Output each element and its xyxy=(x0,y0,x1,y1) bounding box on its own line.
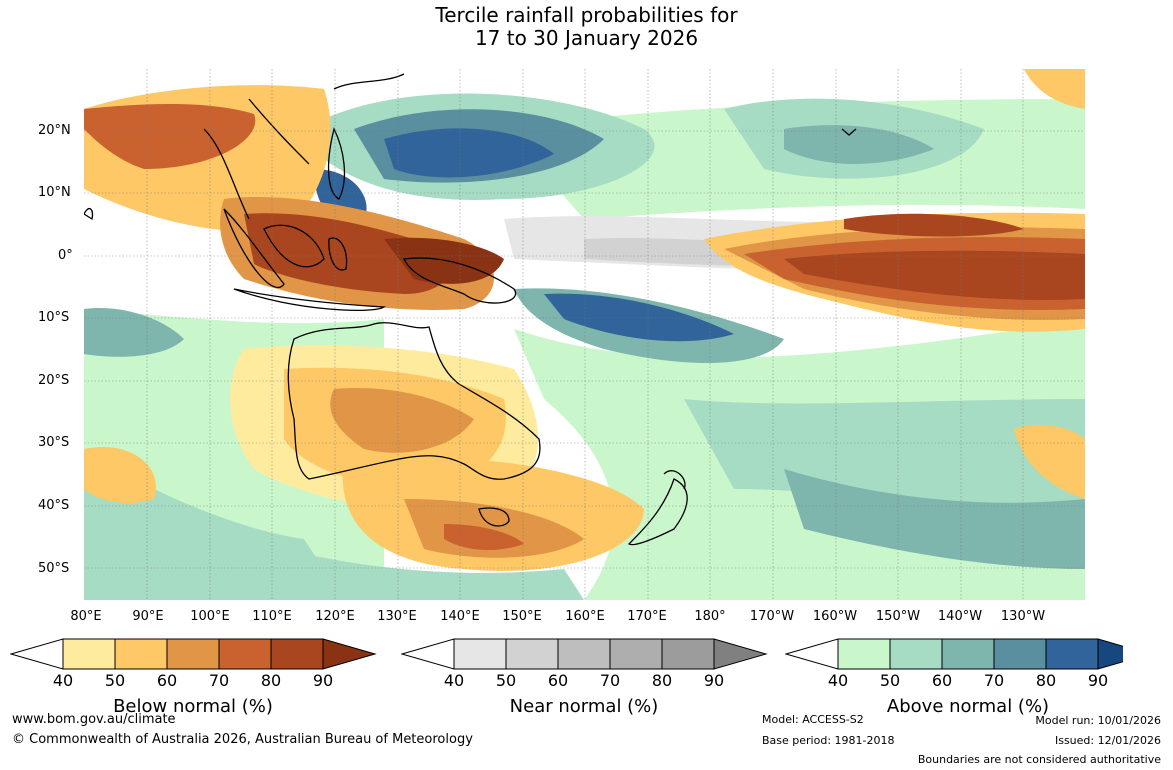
colorbar-tick: 60 xyxy=(931,671,953,690)
colorbar-low-extension xyxy=(401,638,455,670)
colorbar-tick: 60 xyxy=(156,671,178,690)
colorbar-segment xyxy=(114,638,168,670)
colorbar-tick: 50 xyxy=(495,671,517,690)
colorbar-tick: 40 xyxy=(443,671,465,690)
bom-website-link[interactable]: www.bom.gov.au/climate xyxy=(12,712,176,727)
colorbar-segment xyxy=(661,638,715,670)
lon-label: 160°E xyxy=(565,609,605,624)
colorbar-high-extension xyxy=(1097,638,1123,670)
lon-label: 80°E xyxy=(70,609,102,624)
title-line-1: Tercile rainfall probabilities for xyxy=(435,3,738,27)
lat-label: 30°S xyxy=(38,435,70,450)
colorbar-segment xyxy=(62,638,116,670)
colorbar-high-extension xyxy=(713,638,768,670)
lat-label: 0° xyxy=(58,248,73,263)
map-field xyxy=(84,69,1085,600)
colorbar-tick: 80 xyxy=(1035,671,1057,690)
colorbar-tick: 70 xyxy=(983,671,1005,690)
colorbar-tick: 90 xyxy=(1087,671,1109,690)
lat-label: 10°N xyxy=(38,185,71,200)
lon-label: 140°W xyxy=(937,609,983,624)
map-title: Tercile rainfall probabilities for 17 to… xyxy=(0,4,1173,50)
lon-label: 160°W xyxy=(812,609,858,624)
colorbar-segment xyxy=(837,638,891,670)
copyright-notice: © Commonwealth of Australia 2026, Austra… xyxy=(12,732,473,747)
lon-label: 140°E xyxy=(440,609,480,624)
colorbar-tick: 70 xyxy=(599,671,621,690)
colorbar-tick: 60 xyxy=(547,671,569,690)
colorbar-segment xyxy=(166,638,220,670)
colorbar-segment xyxy=(557,638,611,670)
colorbar-segment xyxy=(993,638,1047,670)
near-normal-label: Near normal (%) xyxy=(509,696,659,717)
lon-label: 120°E xyxy=(315,609,355,624)
colorbar-tick: 70 xyxy=(208,671,230,690)
colorbar-tick: 90 xyxy=(703,671,725,690)
lon-label: 100°E xyxy=(190,609,230,624)
above-normal-colorbar xyxy=(785,638,1123,670)
below-normal-colorbar xyxy=(10,638,377,670)
colorbar-low-extension xyxy=(10,638,64,670)
colorbar-segment xyxy=(270,638,324,670)
colorbar-tick: 80 xyxy=(260,671,282,690)
lon-label: 170°W xyxy=(749,609,795,624)
model-name: Model: ACCESS-S2 xyxy=(762,713,864,726)
colorbar-segment xyxy=(889,638,943,670)
lat-label: 20°S xyxy=(38,373,70,388)
colorbar-segment xyxy=(1045,638,1099,670)
colorbar-tick: 50 xyxy=(879,671,901,690)
colorbar-segment xyxy=(609,638,663,670)
colorbar-segment xyxy=(218,638,272,670)
lat-label: 20°N xyxy=(38,123,71,138)
lon-label: 110°E xyxy=(252,609,292,624)
below-normal-label: Below normal (%) xyxy=(113,696,273,717)
issued-date: Issued: 12/01/2026 xyxy=(1054,734,1161,747)
colorbar-tick: 40 xyxy=(827,671,849,690)
colorbar-tick: 40 xyxy=(52,671,74,690)
colorbar-tick: 50 xyxy=(104,671,126,690)
colorbar-tick: 90 xyxy=(312,671,334,690)
lon-label: 150°E xyxy=(502,609,542,624)
lon-label: 170°E xyxy=(627,609,667,624)
rainfall-probability-map xyxy=(84,69,1085,600)
lat-label: 50°S xyxy=(38,561,70,576)
lon-label: 90°E xyxy=(132,609,164,624)
colorbar-low-extension xyxy=(785,638,839,670)
colorbar-segment xyxy=(505,638,559,670)
base-period: Base period: 1981-2018 xyxy=(762,734,895,747)
near-normal-colorbar xyxy=(401,638,768,670)
lon-label: 130°E xyxy=(377,609,417,624)
model-run-date: Model run: 10/01/2026 xyxy=(1035,714,1161,727)
lon-label: 130°W xyxy=(1000,609,1046,624)
boundaries-disclaimer: Boundaries are not considered authoritat… xyxy=(917,753,1161,766)
above-normal-label: Above normal (%) xyxy=(886,696,1050,717)
title-line-2: 17 to 30 January 2026 xyxy=(474,26,699,50)
colorbar-tick: 80 xyxy=(651,671,673,690)
lon-label: 180° xyxy=(694,609,726,624)
lat-label: 40°S xyxy=(38,498,70,513)
lat-label: 10°S xyxy=(38,310,70,325)
colorbar-high-extension xyxy=(322,638,377,670)
colorbar-segment xyxy=(453,638,507,670)
lon-label: 150°W xyxy=(875,609,921,624)
colorbar-segment xyxy=(941,638,995,670)
